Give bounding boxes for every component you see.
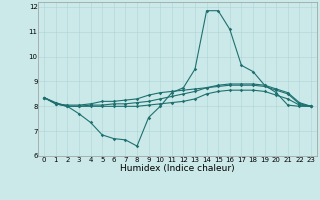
X-axis label: Humidex (Indice chaleur): Humidex (Indice chaleur): [120, 164, 235, 173]
